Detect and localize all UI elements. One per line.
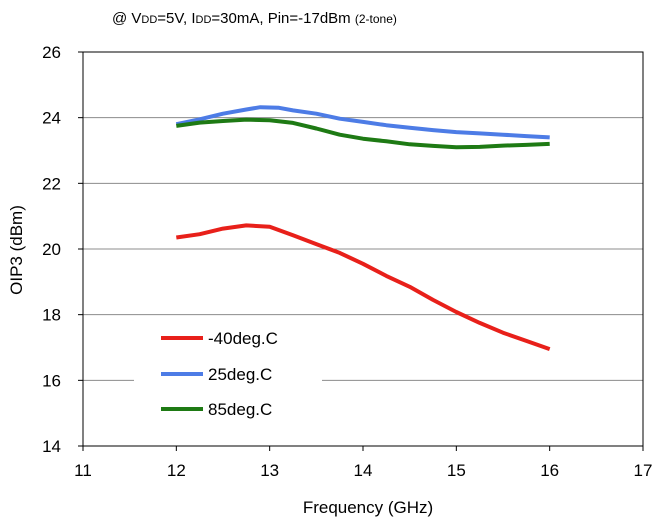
x-tick-label-11: 11 <box>74 461 92 480</box>
y-tick-label-20: 20 <box>42 240 61 259</box>
y-axis-title: OIP3 (dBm) <box>7 205 26 295</box>
x-tick-label-16: 16 <box>540 461 559 480</box>
x-tick-label-14: 14 <box>354 461 373 480</box>
y-tick-label-26: 26 <box>42 43 61 62</box>
legend-label-2: 85deg.C <box>208 400 272 419</box>
x-tick-label-13: 13 <box>260 461 279 480</box>
subtitle-note: (2-tone) <box>355 12 397 26</box>
series-line-1 <box>175 105 550 140</box>
x-tick-label-15: 15 <box>447 461 466 480</box>
x-tick-label-17: 17 <box>634 461 653 480</box>
subtitle-mid1: =5V, I <box>157 10 195 27</box>
legend-label-0: -40deg.C <box>208 329 278 348</box>
grid-layer <box>83 117 643 381</box>
legend: -40deg.C 25deg.C 85deg.C <box>134 318 322 422</box>
series-layer <box>175 105 551 351</box>
subtitle-idd-sub: DD <box>196 14 212 26</box>
y-tick-label-18: 18 <box>42 306 61 325</box>
legend-background <box>134 318 322 422</box>
y-tick-label-22: 22 <box>42 174 61 193</box>
chart-subtitle: @ VDD=5V, IDD=30mA, Pin=-17dBm (2-tone) <box>112 10 397 27</box>
y-tick-label-16: 16 <box>42 371 61 390</box>
series-line-2 <box>176 117 550 150</box>
y-tick-label-14: 14 <box>42 437 61 456</box>
y-tick-label-24: 24 <box>42 109 61 128</box>
x-axis-title: Frequency (GHz) <box>303 498 433 517</box>
legend-label-1: 25deg.C <box>208 365 272 384</box>
series-line-0 <box>176 223 551 351</box>
subtitle-mid2: =30mA, Pin=-17dBm <box>211 10 350 27</box>
subtitle-prefix: @ V <box>112 10 141 27</box>
x-tick-label-12: 12 <box>167 461 186 480</box>
subtitle-vdd-sub: DD <box>141 14 157 26</box>
tick-layer: 11 12 13 14 15 16 17 14 16 18 20 22 24 26 <box>42 43 652 480</box>
